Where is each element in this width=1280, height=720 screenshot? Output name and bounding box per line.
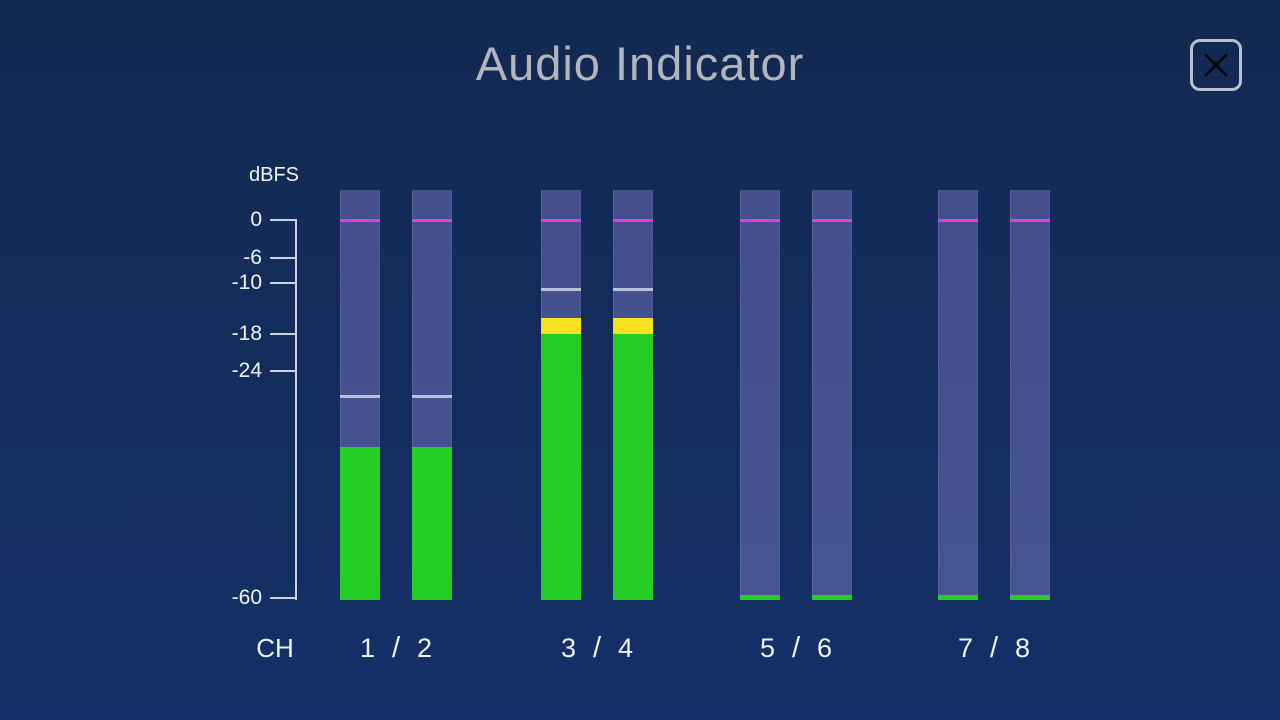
tick-line--10 xyxy=(270,282,296,285)
page-title: Audio Indicator xyxy=(475,37,805,90)
channel-number-5: 5 xyxy=(759,633,775,663)
level-fill-green-ch4 xyxy=(613,333,653,600)
zero-marker-line-ch4 xyxy=(613,218,653,222)
zero-marker-line-ch1 xyxy=(340,218,380,222)
level-fill-yellow-ch3 xyxy=(541,317,581,334)
channel-number-8: 8 xyxy=(1015,633,1031,663)
tick-line--60 xyxy=(270,597,296,600)
level-fill-green-ch5 xyxy=(740,595,780,600)
scale-axis-line xyxy=(295,219,297,600)
peak-hold-line-ch4 xyxy=(613,287,653,291)
meter-bar-ch6 xyxy=(812,190,852,600)
close-button[interactable] xyxy=(1190,39,1242,91)
meter-bar-ch5 xyxy=(740,190,780,600)
zero-marker-line-ch3 xyxy=(541,218,581,222)
zero-marker-line-ch2 xyxy=(412,218,452,222)
meter-bar-ch1 xyxy=(340,190,380,600)
tick-line--24 xyxy=(270,370,296,373)
peak-hold-line-ch1 xyxy=(340,395,380,399)
channel-pair-label-5-6: 5 / 6 xyxy=(760,630,832,666)
meter-bar-ch2 xyxy=(412,190,452,600)
tick-label--10: -10 xyxy=(231,271,262,295)
zero-marker-line-ch7 xyxy=(938,218,978,222)
level-fill-green-ch1 xyxy=(340,447,380,600)
meter-bar-ch8 xyxy=(1010,190,1050,600)
tick-label--18: -18 xyxy=(231,321,262,345)
meter-bar-ch4 xyxy=(613,190,653,600)
channel-pair-label-1-2: 1 / 2 xyxy=(360,630,432,666)
level-fill-green-ch2 xyxy=(412,447,452,600)
level-fill-green-ch7 xyxy=(938,595,978,600)
tick-label-0: 0 xyxy=(250,208,262,231)
channel-separator: / xyxy=(989,632,999,664)
level-fill-green-ch8 xyxy=(1010,595,1050,600)
tick-label--6: -6 xyxy=(243,245,262,269)
tick-label--24: -24 xyxy=(231,359,262,383)
close-icon xyxy=(1204,53,1228,77)
channel-pair-label-3-4: 3 / 4 xyxy=(561,630,633,666)
meter-bar-ch7 xyxy=(938,190,978,600)
scale-unit-label: dBFS xyxy=(249,164,300,186)
channel-separator: / xyxy=(391,632,401,664)
channel-number-6: 6 xyxy=(817,633,833,663)
channel-number-4: 4 xyxy=(618,633,634,663)
level-fill-green-ch3 xyxy=(541,333,581,600)
channel-separator: / xyxy=(592,632,602,664)
channel-pair-label-7-8: 7 / 8 xyxy=(958,630,1030,666)
zero-marker-line-ch8 xyxy=(1010,218,1050,222)
channel-number-7: 7 xyxy=(957,633,973,663)
channel-number-3: 3 xyxy=(560,633,576,663)
peak-hold-line-ch3 xyxy=(541,287,581,291)
channel-number-2: 2 xyxy=(417,633,433,663)
tick-label--60: -60 xyxy=(231,586,262,610)
meter-bar-ch3 xyxy=(541,190,581,600)
channel-row-label: CH xyxy=(256,633,294,663)
zero-marker-line-ch5 xyxy=(740,218,780,222)
level-fill-yellow-ch4 xyxy=(613,317,653,334)
channel-number-1: 1 xyxy=(359,633,375,663)
tick-line-0 xyxy=(270,219,296,221)
tick-line--18 xyxy=(270,332,296,335)
peak-hold-line-ch2 xyxy=(412,395,452,399)
channel-separator: / xyxy=(791,632,801,664)
level-fill-green-ch6 xyxy=(812,595,852,600)
tick-line--6 xyxy=(270,256,296,259)
zero-marker-line-ch6 xyxy=(812,218,852,222)
